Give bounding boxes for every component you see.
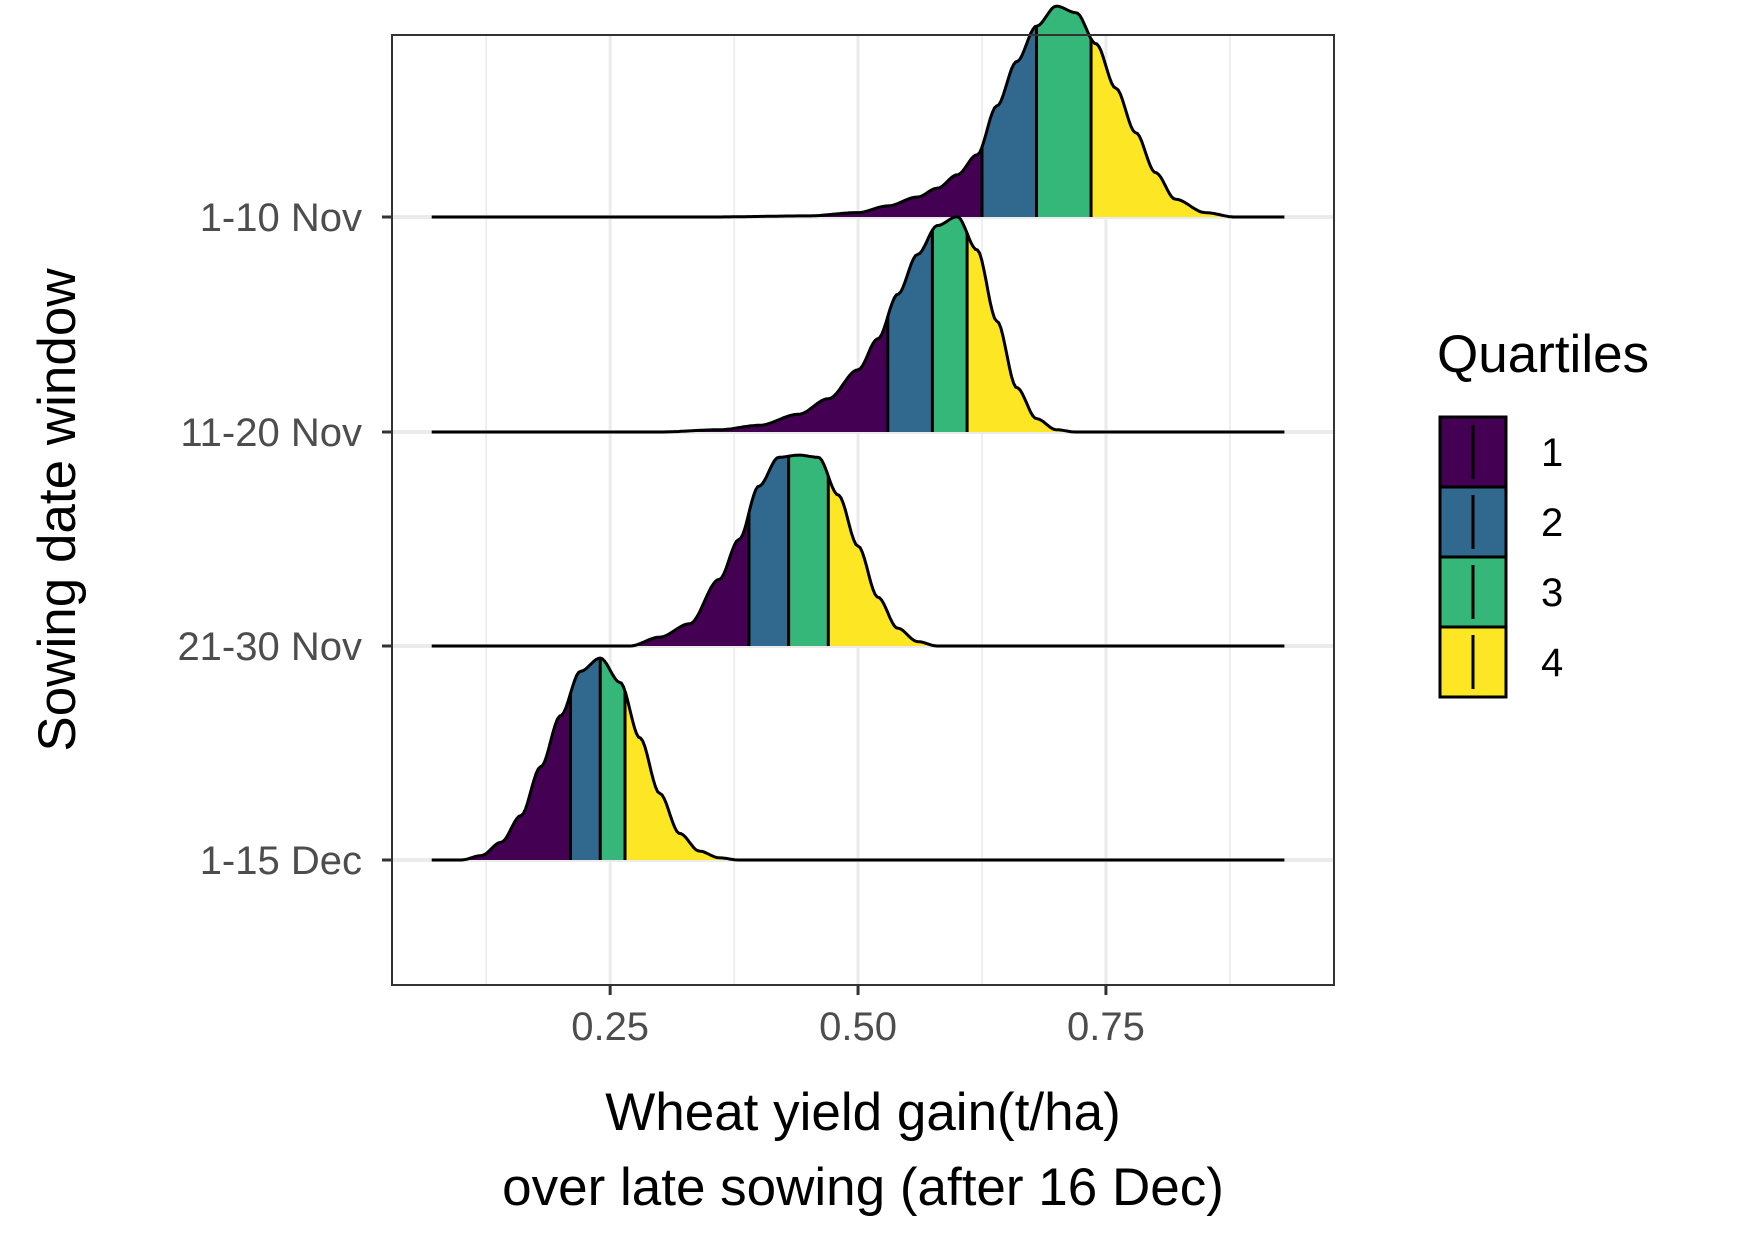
x-axis-title-line-2: over late sowing (after 16 Dec) [502, 1158, 1224, 1217]
quartile-4-fill [1091, 39, 1285, 217]
quartile-2-fill [982, 26, 1037, 217]
quartile-3-fill [1036, 6, 1092, 217]
y-axis-title: Sowing date window [28, 268, 87, 752]
legend-label-2: 2 [1541, 501, 1563, 545]
quartile-4-fill [967, 233, 1285, 432]
legend-label-1: 1 [1541, 431, 1563, 475]
quartile-3-fill [788, 455, 829, 646]
quartile-4-fill [625, 691, 1285, 860]
ridge-1-15-dec [431, 656, 1285, 862]
y-tick-label: 21-30 Nov [177, 625, 362, 669]
quartile-1-fill [431, 693, 571, 860]
density-outline [431, 453, 1285, 648]
x-axis-title-line-1: Wheat yield gain(t/ha) [605, 1083, 1121, 1142]
quartile-1-fill [431, 147, 982, 217]
quartile-2-fill [749, 456, 789, 646]
legend-title: Quartiles [1437, 325, 1649, 384]
y-tick-label: 11-20 Nov [180, 411, 362, 455]
quartile-2-fill [887, 230, 933, 432]
quartile-2-fill [570, 658, 601, 860]
ridges [431, 4, 1285, 862]
ridge-1-10-nov [431, 4, 1285, 219]
x-tick-label: 0.50 [819, 1005, 897, 1049]
density-outline [431, 215, 1285, 434]
legend-label-3: 3 [1541, 571, 1563, 615]
ridge-21-30-nov [431, 453, 1285, 648]
quartile-4-fill [828, 476, 1285, 646]
legend-label-4: 4 [1541, 641, 1563, 685]
quartile-3-fill [600, 658, 625, 860]
density-outline [431, 656, 1285, 862]
ridge-11-20-nov [431, 215, 1285, 434]
x-tick-label: 0.75 [1067, 1005, 1145, 1049]
y-tick-label: 1-15 Dec [200, 839, 362, 883]
density-outline [431, 4, 1285, 219]
panel-border [391, 34, 1335, 986]
y-tick-label: 1-10 Nov [200, 196, 362, 240]
quartile-3-fill [932, 216, 968, 432]
x-tick-label: 0.25 [571, 1005, 649, 1049]
legend: Quartiles 1 2 3 4 [1437, 325, 1649, 699]
quartile-1-fill [431, 316, 888, 432]
axes: 0.25 0.50 0.75 1-10 Nov 11-20 Nov 21-30 Nov 1-… [177, 196, 1144, 1049]
quartile-1-fill [431, 512, 749, 646]
